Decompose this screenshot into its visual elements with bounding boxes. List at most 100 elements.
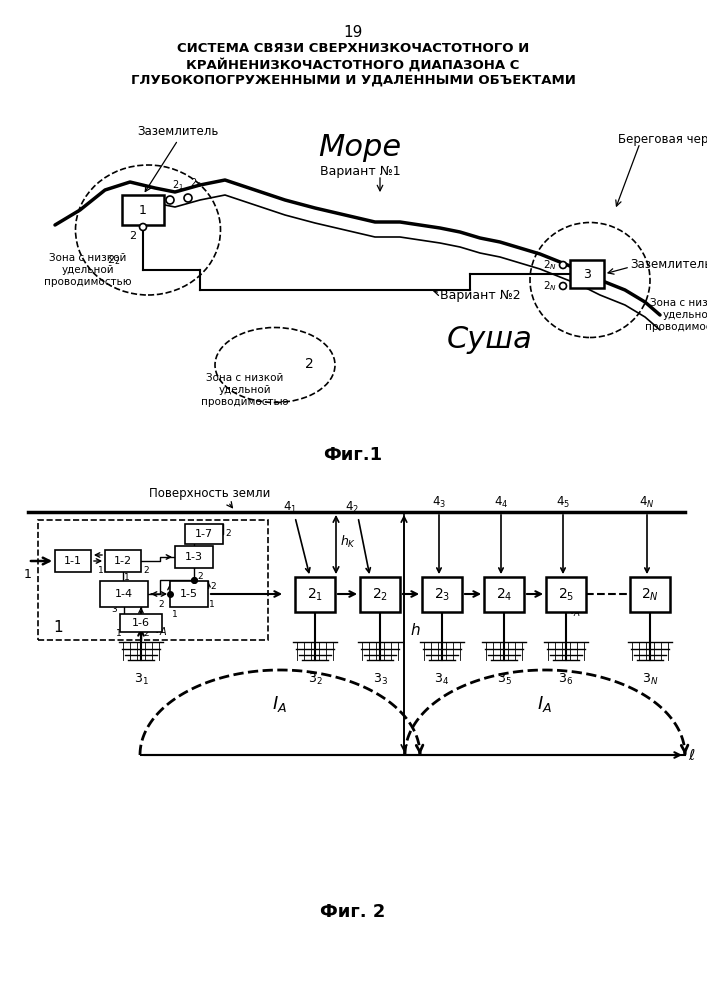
Text: 1-2: 1-2	[114, 556, 132, 566]
Text: $3_6$: $3_6$	[559, 672, 573, 687]
Text: 2: 2	[129, 231, 136, 241]
Text: 2: 2	[647, 601, 653, 610]
Text: 1: 1	[632, 587, 638, 596]
Bar	[100, 581, 148, 607]
Text: 3: 3	[583, 267, 591, 280]
Text: 2: 2	[563, 601, 569, 610]
Bar	[422, 577, 462, 612]
Text: 2: 2	[210, 582, 216, 591]
Text: Фиг.1: Фиг.1	[323, 446, 382, 464]
Text: 1: 1	[139, 204, 147, 217]
Text: 1: 1	[209, 600, 215, 609]
Text: $2_2$: $2_2$	[190, 176, 202, 190]
Text: $4_3$: $4_3$	[432, 495, 446, 510]
Text: Суша: Суша	[447, 326, 533, 355]
Text: $4_5$: $4_5$	[556, 495, 570, 510]
Bar	[295, 577, 335, 612]
Text: СИСТЕМА СВЯЗИ СВЕРХНИЗКОЧАСТОТНОГО И: СИСТЕМА СВЯЗИ СВЕРХНИЗКОЧАСТОТНОГО И	[177, 42, 529, 55]
Text: 2: 2	[501, 601, 507, 610]
Text: 1: 1	[172, 610, 177, 619]
Text: $2_1$: $2_1$	[172, 178, 184, 192]
Text: $4_4$: $4_4$	[493, 495, 508, 510]
Text: 1: 1	[486, 587, 492, 596]
Bar	[484, 577, 524, 612]
Text: 19: 19	[344, 25, 363, 40]
Bar	[185, 524, 223, 544]
Circle shape	[139, 224, 146, 231]
Text: Береговая черта: Береговая черта	[618, 133, 707, 146]
Text: 3: 3	[111, 605, 117, 614]
Bar	[546, 577, 586, 612]
Text: $h_K$: $h_K$	[340, 534, 356, 550]
Text: ГЛУБОКОПОГРУЖЕННЫМИ И УДАЛЕННЫМИ ОБЪЕКТАМИ: ГЛУБОКОПОГРУЖЕННЫМИ И УДАЛЕННЫМИ ОБЪЕКТА…	[131, 74, 575, 87]
Text: $3_1$: $3_1$	[134, 672, 148, 687]
Text: 1-7: 1-7	[195, 529, 213, 539]
Circle shape	[184, 194, 192, 202]
Text: 2: 2	[378, 601, 382, 610]
Text: Зона с низкой
удельной
проводимостью: Зона с низкой удельной проводимостью	[45, 253, 132, 287]
Text: 1: 1	[392, 587, 398, 596]
Text: 1: 1	[116, 630, 122, 639]
Text: 2: 2	[143, 630, 148, 639]
Text: 1: 1	[53, 620, 63, 636]
Bar	[55, 550, 91, 572]
Text: 1: 1	[124, 573, 130, 582]
Text: 1-5: 1-5	[180, 589, 198, 599]
Text: $2_N$: $2_N$	[543, 279, 557, 293]
Text: Поверхность земли: Поверхность земли	[149, 487, 271, 500]
Text: КРАЙНЕНИЗКОЧАСТОТНОГО ДИАПАЗОНА С: КРАЙНЕНИЗКОЧАСТОТНОГО ДИАПАЗОНА С	[187, 58, 520, 72]
Text: 1: 1	[424, 587, 430, 596]
Text: $3_4$: $3_4$	[435, 672, 450, 687]
Text: $2_4$: $2_4$	[496, 586, 513, 603]
Text: 1: 1	[516, 587, 522, 596]
Text: $2_3$: $2_3$	[434, 586, 450, 603]
Text: Зона с низкой
удельной
проводимостью: Зона с низкой удельной проводимостью	[201, 373, 288, 407]
Circle shape	[559, 282, 566, 290]
Text: 1-3: 1-3	[185, 552, 203, 562]
Bar	[170, 581, 208, 607]
Text: 1: 1	[362, 587, 368, 596]
Bar	[38, 520, 268, 640]
Text: 2: 2	[312, 601, 318, 610]
Text: Зона с низкой
удельной
проводимостью: Зона с низкой удельной проводимостью	[645, 298, 707, 332]
Text: 1-4: 1-4	[115, 589, 133, 599]
Text: $2_N$: $2_N$	[641, 586, 659, 603]
Text: $3_2$: $3_2$	[308, 672, 322, 687]
Text: 1: 1	[327, 587, 333, 596]
Circle shape	[166, 196, 174, 204]
Text: Вариант №2: Вариант №2	[440, 288, 520, 302]
Text: $2_1$: $2_1$	[307, 586, 323, 603]
Text: $4_N$: $4_N$	[639, 495, 655, 510]
Bar	[105, 550, 141, 572]
Text: Заземлитель: Заземлитель	[137, 125, 218, 138]
Text: $2_2$: $2_2$	[372, 586, 388, 603]
Text: $3_3$: $3_3$	[373, 672, 387, 687]
Text: $\ell$: $\ell$	[688, 748, 696, 762]
Text: $4_1$: $4_1$	[283, 500, 297, 515]
Text: 2: 2	[197, 572, 203, 581]
Bar	[120, 614, 162, 632]
Text: Вариант №1: Вариант №1	[320, 165, 400, 178]
Text: $I_A$: $I_A$	[537, 694, 553, 714]
Text: 1: 1	[98, 566, 104, 575]
Text: 2: 2	[158, 600, 164, 609]
Text: Фиг. 2: Фиг. 2	[320, 903, 386, 921]
Text: $4_2$: $4_2$	[345, 500, 359, 515]
Text: $I_A$: $I_A$	[571, 604, 582, 619]
Text: 1: 1	[578, 587, 584, 596]
Text: Заземлитель: Заземлитель	[630, 257, 707, 270]
Text: 1-6: 1-6	[132, 618, 150, 628]
Text: 2: 2	[439, 601, 445, 610]
Text: $h$: $h$	[410, 622, 421, 638]
Text: 1: 1	[24, 568, 32, 581]
Text: $I_A$: $I_A$	[155, 622, 167, 638]
Text: 1-1: 1-1	[64, 556, 82, 566]
Text: $2_N$: $2_N$	[543, 258, 557, 272]
Text: $2_5$: $2_5$	[558, 586, 574, 603]
Circle shape	[559, 261, 566, 268]
Bar	[175, 546, 213, 568]
Text: $I_A$: $I_A$	[272, 694, 288, 714]
Text: Море: Море	[318, 133, 402, 162]
Text: $3_5$: $3_5$	[496, 672, 511, 687]
Text: 1: 1	[297, 587, 303, 596]
